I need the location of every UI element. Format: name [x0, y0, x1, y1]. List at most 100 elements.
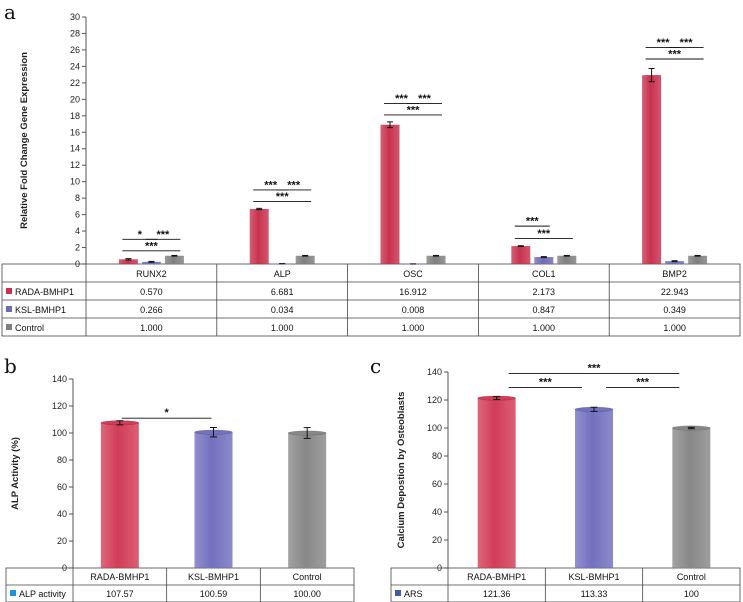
panel-a-letter: a: [4, 0, 16, 24]
significance-label: ***: [395, 93, 409, 105]
y-tick-label: 60: [432, 479, 442, 489]
y-tick-label: 140: [427, 367, 442, 377]
category-label: ALP: [274, 269, 291, 279]
y-axis-label: Relative Fold Change Gene Expression: [19, 52, 30, 229]
category-label: OSC: [403, 269, 423, 279]
significance-label: ***: [418, 93, 432, 105]
y-tick-label: 8: [75, 193, 80, 203]
legend-swatch: [395, 590, 401, 596]
panel-b-letter: b: [4, 354, 17, 378]
y-tick-label: 20: [70, 94, 80, 104]
bar: [642, 75, 662, 264]
y-tick-label: 140: [52, 374, 67, 384]
bar: [100, 422, 139, 568]
y-axis-label: Calcium Depostion by Osteoblasts: [396, 392, 407, 549]
y-tick-label: 120: [52, 401, 67, 411]
y-axis-label: ALP Activity (%): [10, 437, 21, 510]
y-tick-label: 20: [57, 536, 67, 546]
bar: [688, 255, 708, 264]
table-value: 107.57: [106, 589, 134, 599]
significance-label: ***: [537, 228, 551, 240]
bar: [194, 432, 233, 568]
legend-label: RADA-BMHP1: [15, 287, 74, 297]
significance-label: *: [165, 407, 170, 419]
legend-label: ARS: [404, 589, 423, 599]
category-label: RADA-BMHP1: [90, 572, 149, 582]
significance-label: ***: [407, 104, 421, 116]
table-value: 1.000: [663, 323, 686, 333]
bar: [164, 255, 184, 264]
bar: [477, 398, 516, 568]
significance-label: ***: [276, 191, 290, 203]
significance-label: ***: [588, 362, 602, 374]
table-value: 0.349: [663, 305, 686, 315]
significance-label: ***: [287, 179, 301, 191]
legend-swatch: [6, 324, 12, 330]
category-label: Control: [677, 572, 706, 582]
panel-c-letter: c: [370, 354, 381, 378]
significance-label: ***: [145, 240, 159, 252]
table-value: 0.266: [140, 305, 163, 315]
table-value: 0.570: [140, 287, 163, 297]
table-value: 1.000: [533, 323, 556, 333]
category-label: RADA-BMHP1: [467, 572, 526, 582]
category-label: RUNX2: [136, 269, 167, 279]
bar: [288, 433, 327, 568]
y-tick-label: 10: [70, 177, 80, 187]
legend-label: ALP activity: [19, 589, 66, 599]
y-tick-label: 30: [70, 12, 80, 22]
category-label: KSL-BMHP1: [568, 572, 619, 582]
bar: [534, 257, 554, 264]
y-tick-label: 22: [70, 78, 80, 88]
significance-label: ***: [526, 216, 540, 228]
y-tick-label: 6: [75, 210, 80, 220]
y-tick-label: 26: [70, 45, 80, 55]
y-tick-label: 4: [75, 226, 80, 236]
y-tick-label: 40: [432, 507, 442, 517]
legend-swatch: [10, 590, 16, 596]
significance-label: ***: [156, 229, 170, 241]
category-label: Control: [293, 572, 322, 582]
y-tick-label: 40: [57, 509, 67, 519]
category-label: BMP2: [662, 269, 687, 279]
significance-label: ***: [657, 37, 671, 49]
table-value: 0.008: [402, 305, 425, 315]
y-tick-label: 2: [75, 243, 80, 253]
significance-label: ***: [680, 37, 694, 49]
y-tick-label: 18: [70, 111, 80, 121]
y-tick-label: 14: [70, 144, 80, 154]
y-tick-label: 100: [427, 423, 442, 433]
significance-label: *: [138, 229, 143, 241]
table-value: 1.000: [402, 323, 425, 333]
y-tick-label: 12: [70, 160, 80, 170]
table-value: 16.912: [399, 287, 427, 297]
table-value: 1.000: [271, 323, 294, 333]
bar: [665, 261, 685, 264]
y-tick-label: 80: [57, 455, 67, 465]
table-value: 0.034: [271, 305, 294, 315]
table-value: 1.000: [140, 323, 163, 333]
bar: [295, 255, 315, 264]
y-tick-label: 60: [57, 482, 67, 492]
bar: [118, 259, 138, 264]
bar: [672, 428, 711, 568]
category-label: KSL-BMHP1: [188, 572, 239, 582]
legend-label: KSL-BMHP1: [15, 305, 66, 315]
bar: [380, 124, 400, 264]
table-value: 100.00: [293, 589, 321, 599]
bar: [557, 255, 577, 264]
category-label: COL1: [532, 269, 556, 279]
bar: [426, 255, 446, 264]
legend-swatch: [6, 306, 12, 312]
significance-label: ***: [668, 48, 682, 60]
bar: [141, 261, 161, 264]
table-value: 121.36: [483, 589, 511, 599]
y-tick-label: 24: [70, 61, 80, 71]
table-value: 113.33: [581, 589, 608, 599]
significance-label: ***: [636, 376, 650, 388]
table-value: 100: [684, 589, 699, 599]
y-tick-label: 20: [432, 535, 442, 545]
